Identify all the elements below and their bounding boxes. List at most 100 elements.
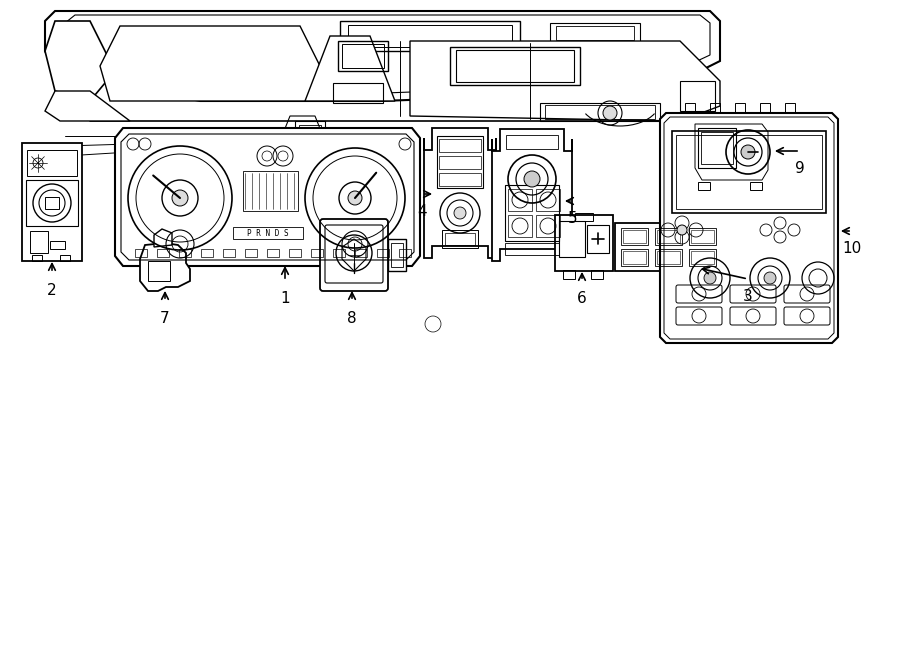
Bar bbox=[450, 47, 580, 85]
Bar bbox=[676, 135, 822, 209]
Polygon shape bbox=[305, 36, 395, 101]
Bar bbox=[691, 230, 714, 243]
Bar bbox=[689, 249, 716, 266]
Circle shape bbox=[677, 225, 687, 235]
Bar bbox=[545, 105, 655, 119]
Bar bbox=[399, 249, 411, 257]
Bar bbox=[333, 83, 383, 103]
Bar bbox=[623, 230, 646, 243]
Bar bbox=[267, 249, 279, 257]
Bar bbox=[559, 221, 585, 257]
Text: 8: 8 bbox=[347, 311, 356, 326]
Bar bbox=[508, 189, 532, 211]
Bar bbox=[735, 103, 745, 113]
Bar bbox=[377, 249, 389, 257]
Polygon shape bbox=[45, 91, 130, 121]
Bar bbox=[689, 228, 716, 245]
Text: 2: 2 bbox=[47, 283, 57, 298]
Bar bbox=[685, 103, 695, 113]
Text: 9: 9 bbox=[795, 161, 805, 176]
Bar bbox=[45, 197, 59, 209]
Bar bbox=[445, 233, 475, 245]
Bar bbox=[508, 215, 532, 237]
Bar bbox=[540, 103, 660, 121]
Bar bbox=[591, 270, 603, 279]
Bar bbox=[50, 241, 65, 249]
Circle shape bbox=[524, 171, 540, 187]
Bar bbox=[439, 139, 481, 152]
Bar bbox=[27, 150, 77, 176]
Bar bbox=[289, 249, 301, 257]
Bar bbox=[135, 249, 147, 257]
Bar bbox=[157, 249, 169, 257]
Polygon shape bbox=[690, 120, 772, 184]
Text: 4: 4 bbox=[418, 204, 427, 219]
Bar bbox=[245, 249, 257, 257]
Bar bbox=[785, 103, 795, 113]
Polygon shape bbox=[410, 41, 720, 121]
Circle shape bbox=[603, 106, 617, 120]
Bar bbox=[657, 230, 680, 243]
Polygon shape bbox=[100, 26, 320, 101]
Polygon shape bbox=[140, 243, 190, 291]
Bar bbox=[536, 189, 560, 211]
Bar bbox=[295, 121, 325, 146]
Polygon shape bbox=[492, 129, 572, 261]
Bar bbox=[32, 255, 42, 261]
Bar bbox=[26, 180, 78, 226]
Bar bbox=[698, 128, 736, 168]
Bar bbox=[615, 223, 720, 271]
Bar bbox=[437, 136, 483, 188]
Bar bbox=[623, 251, 646, 264]
Bar bbox=[60, 255, 70, 261]
Circle shape bbox=[172, 190, 188, 206]
Polygon shape bbox=[424, 128, 496, 258]
Bar bbox=[348, 25, 512, 47]
Bar bbox=[30, 231, 48, 253]
Bar bbox=[338, 41, 388, 71]
Bar bbox=[456, 50, 574, 82]
Bar bbox=[311, 249, 323, 257]
Text: P R N D S: P R N D S bbox=[248, 229, 289, 239]
Polygon shape bbox=[45, 21, 115, 101]
Circle shape bbox=[704, 272, 716, 284]
Bar bbox=[340, 21, 520, 51]
Polygon shape bbox=[660, 113, 838, 343]
Bar bbox=[536, 215, 560, 237]
Bar bbox=[148, 261, 170, 281]
Polygon shape bbox=[45, 11, 720, 101]
Bar bbox=[621, 228, 648, 245]
Bar bbox=[575, 213, 593, 221]
Bar bbox=[201, 249, 213, 257]
Bar bbox=[391, 243, 403, 267]
Text: 3: 3 bbox=[743, 289, 753, 304]
Circle shape bbox=[454, 207, 466, 219]
Bar bbox=[505, 243, 559, 255]
Bar bbox=[621, 249, 648, 266]
Bar bbox=[680, 81, 715, 111]
Bar bbox=[506, 135, 558, 149]
Bar bbox=[655, 249, 682, 266]
Bar bbox=[179, 249, 191, 257]
Bar bbox=[388, 239, 406, 271]
Text: 5: 5 bbox=[568, 211, 578, 226]
Bar bbox=[710, 103, 720, 113]
Bar bbox=[22, 143, 82, 261]
Bar bbox=[342, 44, 384, 68]
Bar bbox=[550, 23, 640, 43]
Bar bbox=[505, 185, 559, 241]
Bar bbox=[556, 26, 634, 40]
Polygon shape bbox=[154, 229, 172, 247]
Polygon shape bbox=[115, 128, 420, 266]
Text: 1: 1 bbox=[280, 291, 290, 306]
Bar bbox=[672, 131, 826, 213]
Text: 10: 10 bbox=[842, 241, 861, 256]
Bar bbox=[750, 182, 762, 190]
Bar bbox=[299, 125, 321, 143]
Bar bbox=[555, 215, 613, 271]
Bar bbox=[439, 156, 481, 169]
Bar bbox=[691, 251, 714, 264]
Bar bbox=[333, 249, 345, 257]
Bar bbox=[655, 228, 682, 245]
Bar bbox=[563, 270, 575, 279]
